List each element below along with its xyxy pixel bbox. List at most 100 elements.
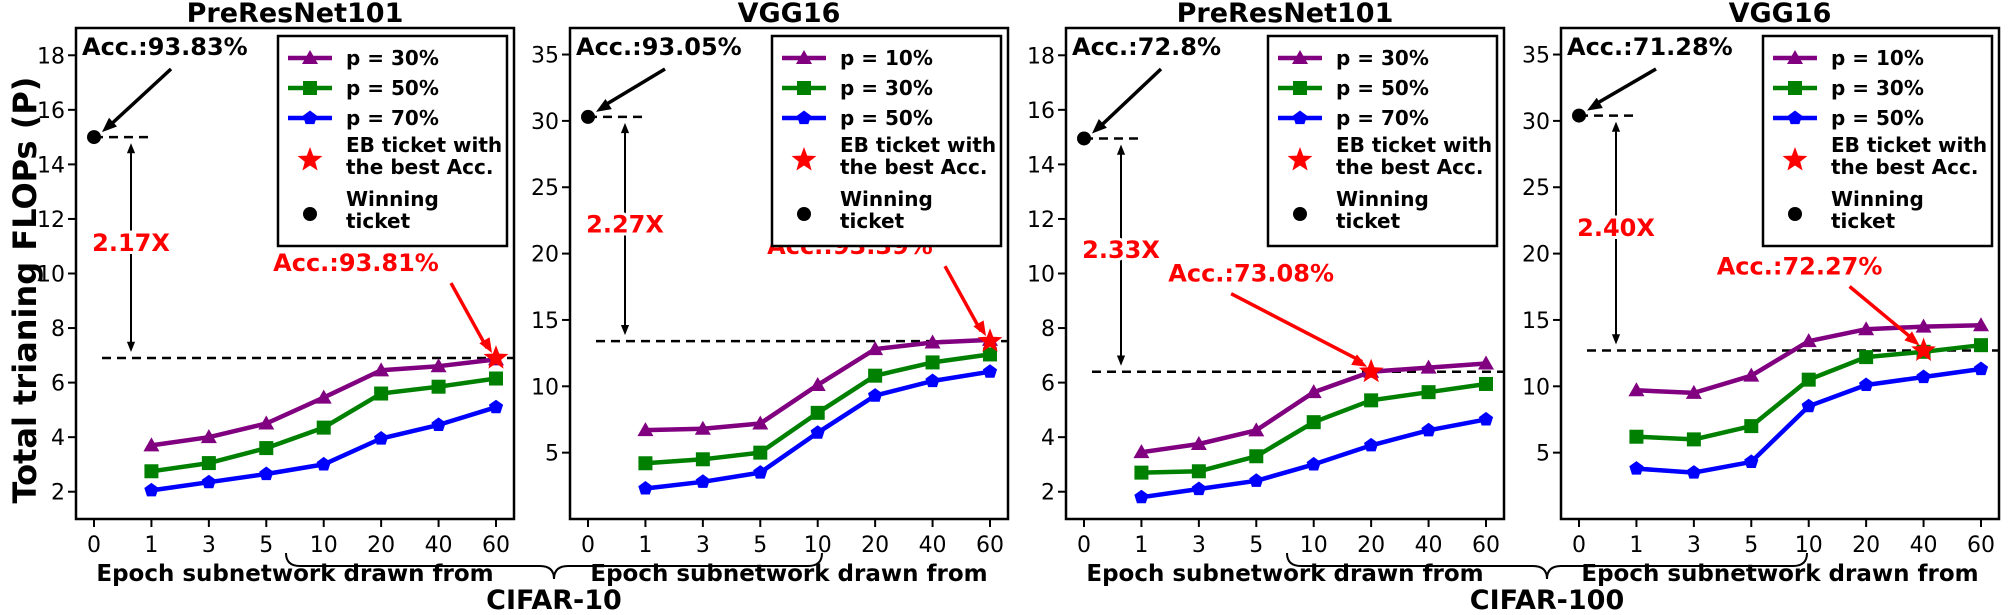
legend-label: Winning ticket: [1831, 187, 1924, 233]
winning-ticket-label: Acc.:71.28%: [1567, 33, 1733, 61]
data-point: [1305, 384, 1322, 399]
data-point: [259, 441, 274, 456]
x-axis-label: Epoch subnetwork drawn from: [1581, 561, 1978, 587]
winning-ticket-label: Acc.:72.8%: [1072, 33, 1221, 61]
data-point: [638, 456, 653, 471]
eb-ticket-point: [483, 345, 509, 369]
data-point: [258, 415, 275, 430]
data-point: [144, 464, 159, 479]
legend-marker: [1293, 207, 1307, 221]
y-tick-label: 18: [37, 44, 65, 69]
data-point: [1191, 464, 1206, 479]
legend: p = 10% p = 30% p = 50% EB ticket with the b…: [770, 34, 1003, 248]
legend-marker: [797, 207, 811, 221]
y-tick-label: 8: [51, 317, 65, 342]
y-tick-label: 10: [1522, 375, 1550, 400]
y-tick-label: 14: [37, 153, 65, 178]
chart-title: VGG16: [738, 0, 841, 29]
y-tick-label: 4: [1041, 426, 1055, 451]
ratio-arrow-head-up: [620, 122, 630, 134]
x-tick-label: 40: [425, 533, 453, 558]
y-tick-label: 6: [1041, 372, 1055, 397]
x-tick-label: 3: [1687, 533, 1701, 558]
data-point: [695, 474, 710, 488]
ratio-arrow-head-up: [1116, 144, 1126, 155]
legend-marker: [796, 50, 812, 64]
eb-ticket-arrow-head: [973, 320, 986, 337]
data-point: [810, 405, 825, 420]
legend-label: p = 10%: [840, 46, 933, 70]
ratio-arrow-head-down: [1116, 355, 1126, 366]
x-tick-label: 0: [1077, 533, 1091, 558]
x-tick-label: 60: [482, 533, 510, 558]
x-tick-label: 10: [1300, 533, 1328, 558]
data-point: [373, 362, 390, 377]
y-tick-label: 25: [1522, 176, 1550, 201]
data-point: [201, 456, 216, 471]
x-tick-label: 5: [1249, 533, 1263, 558]
data-point: [1629, 429, 1644, 444]
legend-marker: [1292, 110, 1308, 125]
data-point: [1191, 481, 1206, 496]
x-tick-label: 20: [861, 533, 889, 558]
data-point: [143, 437, 160, 452]
legend-marker: [791, 147, 817, 171]
data-point: [144, 482, 159, 497]
data-point: [1421, 385, 1436, 400]
eb-ticket-arrow-head: [479, 337, 492, 354]
data-point: [694, 420, 711, 435]
data-point: [1248, 422, 1265, 437]
group-bracket-path: [285, 552, 823, 580]
x-tick-label: 60: [1967, 533, 1995, 558]
y-tick-label: 16: [37, 99, 65, 124]
legend-label: EB ticket with the best Acc.: [840, 133, 996, 179]
data-point: [1420, 359, 1437, 374]
eb-ticket-label: Acc.:73.08%: [1168, 260, 1334, 288]
x-axis-label: Epoch subnetwork drawn from: [96, 561, 493, 587]
y-tick-label: 25: [531, 176, 559, 201]
x-tick-label: 5: [259, 533, 273, 558]
chart-title: PreResNet101: [187, 0, 404, 29]
group-label-cifar10: CIFAR-10: [486, 585, 622, 611]
data-point: [1134, 465, 1149, 480]
data-point: [1743, 367, 1760, 382]
winning-ticket-label: Acc.:93.83%: [82, 33, 248, 61]
x-tick-label: 3: [202, 533, 216, 558]
x-tick-label: 1: [1629, 533, 1643, 558]
legend-marker: [1787, 110, 1803, 125]
x-tick-label: 40: [919, 533, 947, 558]
eb-ticket-arrow: [1230, 292, 1363, 364]
data-point: [431, 417, 446, 431]
y-tick-label: 2: [1041, 481, 1055, 506]
winning-ticket-arrow: [1096, 67, 1163, 130]
ratio-label: 2.27X: [586, 210, 664, 238]
eb-ticket-arrow: [1848, 285, 1916, 342]
legend-label: Winning ticket: [1336, 187, 1429, 233]
x-tick-label: 0: [87, 533, 101, 558]
x-tick-label: 40: [1910, 533, 1938, 558]
ratio-arrow-head-up: [1611, 121, 1621, 132]
data-point: [1306, 415, 1321, 430]
legend-label: p = 10%: [1831, 46, 1924, 70]
plot-frame: [1559, 26, 2001, 521]
y-tick-label: 6: [51, 372, 65, 397]
x-tick-label: 5: [1744, 533, 1758, 558]
data-point: [259, 466, 274, 481]
legend: p = 30% p = 50% p = 70% EB ticket with the b…: [1266, 34, 1499, 248]
legend: p = 30% p = 50% p = 70% EB ticket with the b…: [276, 34, 509, 248]
x-tick-label: 40: [1415, 533, 1443, 558]
group-bracket-cifar10: CIFAR-10: [285, 552, 823, 615]
data-point: [316, 456, 331, 471]
legend-label: Winning ticket: [840, 187, 933, 233]
legend-label: EB ticket with the best Acc.: [346, 133, 502, 179]
y-tick-label: 18: [1027, 44, 1055, 69]
data-point: [982, 364, 998, 378]
x-tick-label: 5: [753, 533, 767, 558]
legend-marker: [303, 207, 317, 221]
y-tick-label: 30: [531, 110, 559, 135]
winning-ticket-arrow-head: [596, 99, 612, 112]
data-point: [1859, 377, 1874, 391]
eb-ticket-point: [1911, 337, 1936, 361]
x-axis-label: Epoch subnetwork drawn from: [590, 561, 987, 587]
